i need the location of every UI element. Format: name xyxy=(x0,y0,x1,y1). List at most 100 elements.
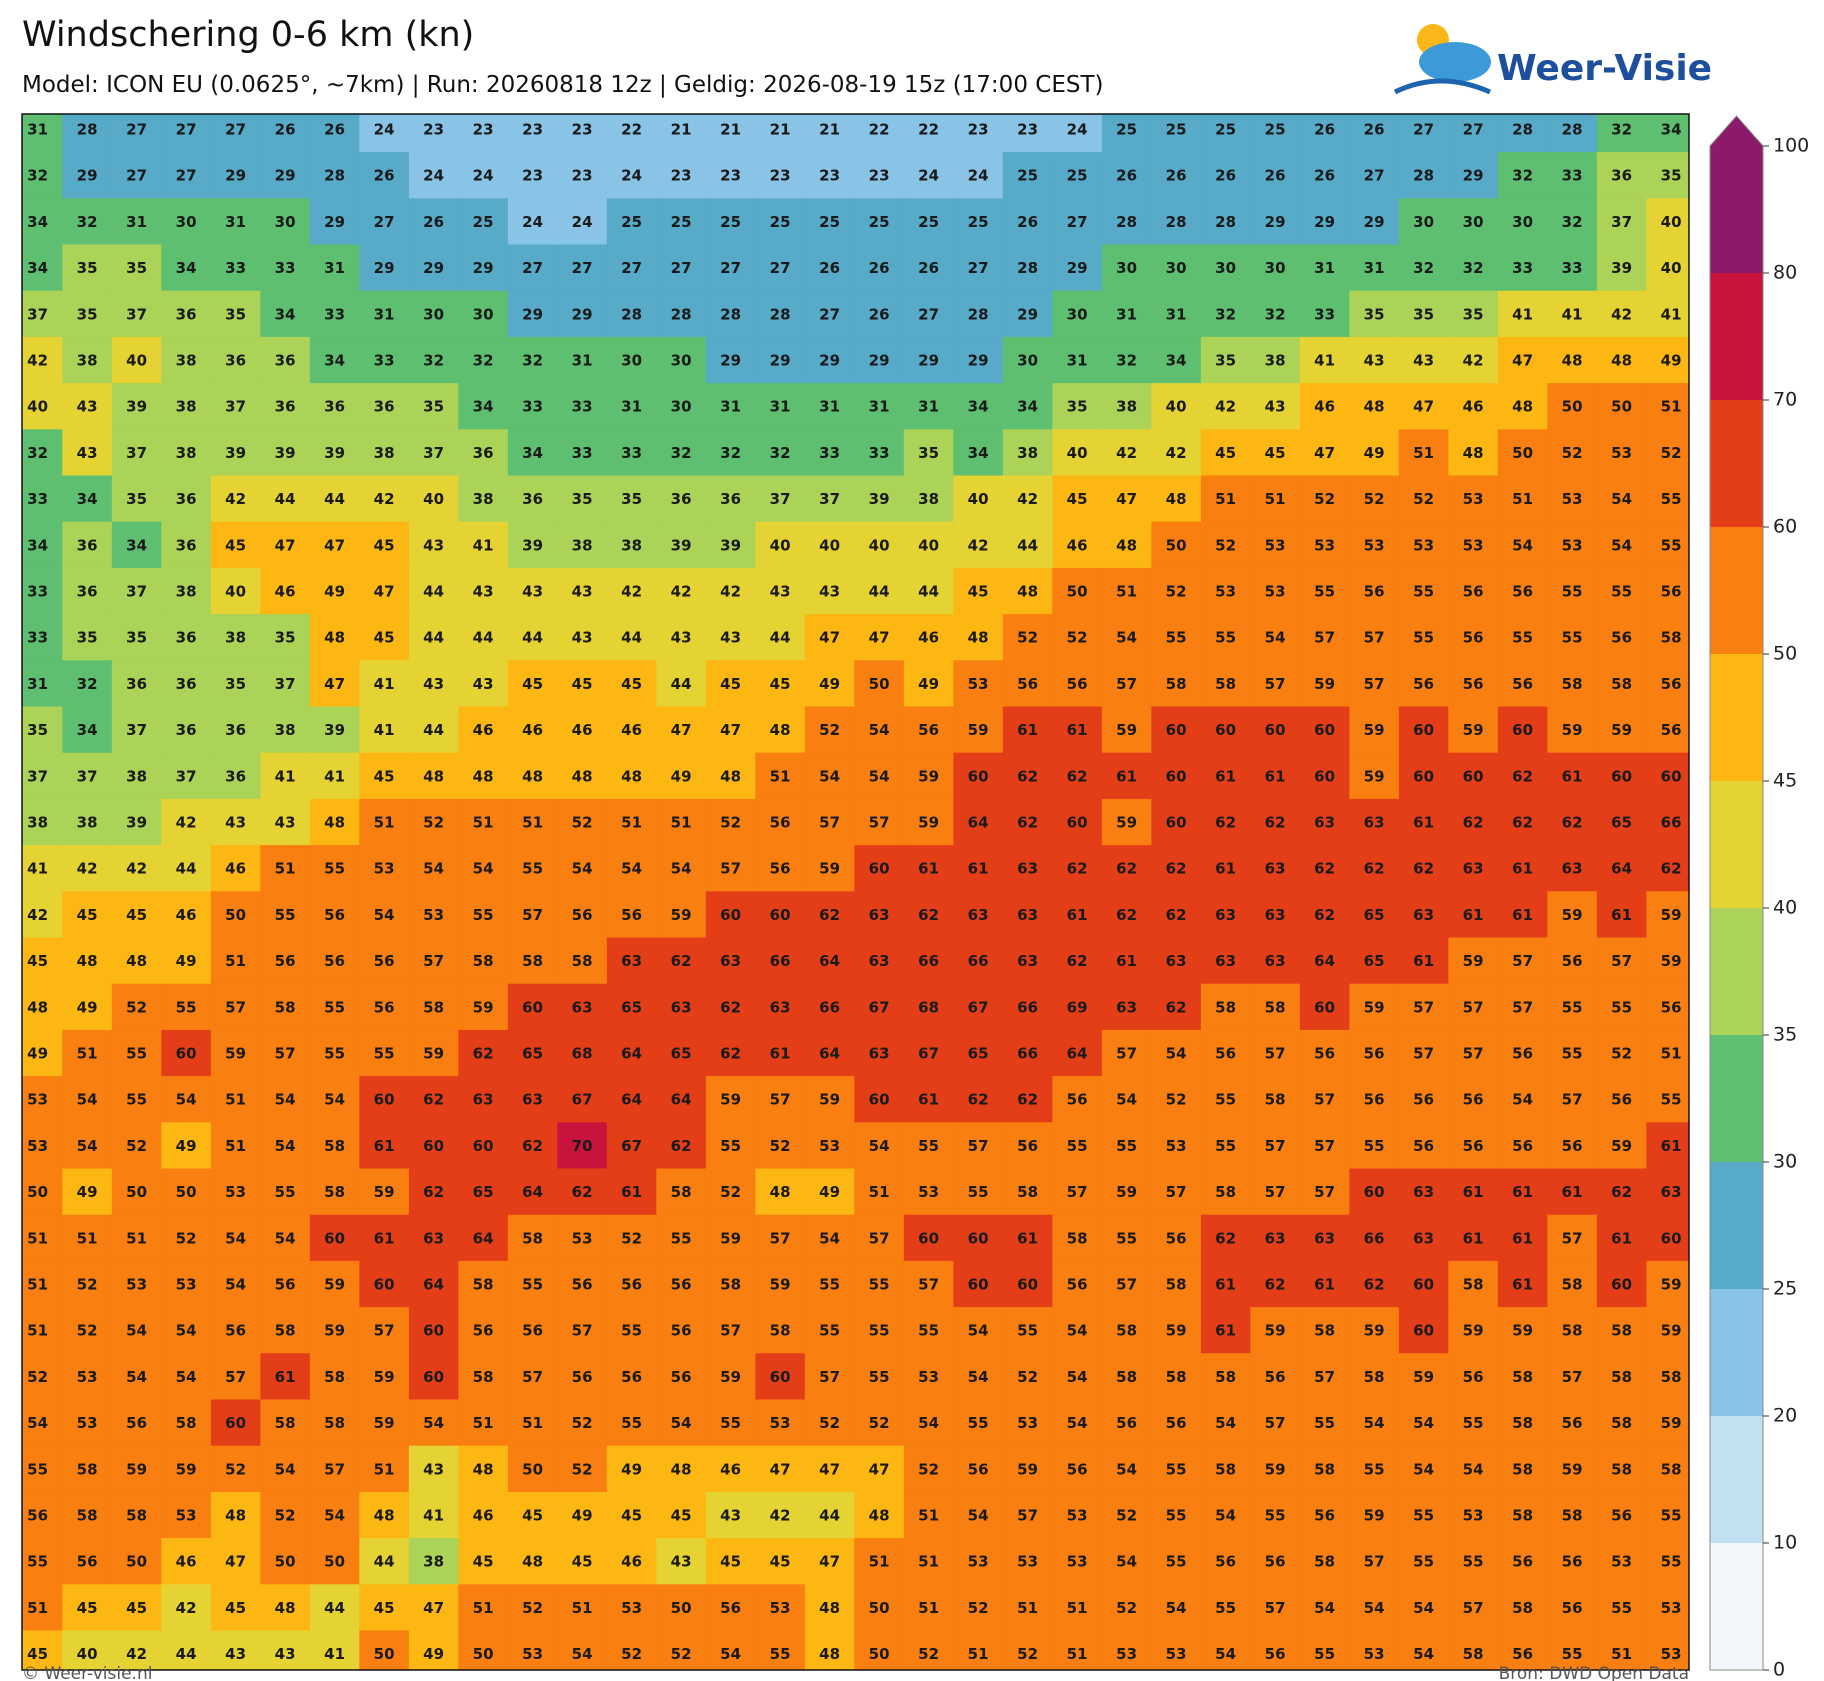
cell-value: 52 xyxy=(1017,1645,1038,1663)
cell-value: 49 xyxy=(77,1183,98,1201)
cell xyxy=(1101,1538,1152,1585)
cell-value: 56 xyxy=(1661,583,1682,601)
cell xyxy=(309,114,360,153)
cell xyxy=(903,1584,954,1631)
cell xyxy=(1646,152,1689,199)
cell xyxy=(1646,567,1689,615)
cell-value: 59 xyxy=(1463,952,1484,970)
cell-value: 62 xyxy=(1364,860,1385,878)
cell-value: 43 xyxy=(225,1645,246,1663)
cell-value: 54 xyxy=(324,1091,345,1109)
cell-value: 64 xyxy=(522,1183,543,1201)
cell xyxy=(1002,152,1053,199)
cell xyxy=(755,1353,806,1400)
cell xyxy=(903,383,954,430)
cell xyxy=(1448,475,1499,523)
cell-value: 55 xyxy=(1265,1507,1286,1525)
cell-value: 22 xyxy=(918,121,939,139)
cell-value: 56 xyxy=(27,1507,48,1525)
cell-value: 58 xyxy=(1215,1460,1236,1478)
cell-value: 52 xyxy=(423,814,444,832)
cell-value: 61 xyxy=(1512,1183,1533,1201)
cell-value: 56 xyxy=(1463,1137,1484,1155)
colorbar-segment xyxy=(1710,527,1763,654)
cell-value: 35 xyxy=(1661,167,1682,185)
cell xyxy=(22,845,63,892)
cell-value: 33 xyxy=(1314,305,1335,323)
cell xyxy=(1596,845,1647,892)
cell xyxy=(210,521,261,569)
cell xyxy=(903,1353,954,1400)
cell xyxy=(1052,290,1103,338)
cell xyxy=(1547,798,1598,846)
cell xyxy=(755,798,806,846)
cell-value: 31 xyxy=(126,213,147,231)
cell-value: 52 xyxy=(1611,1045,1632,1063)
cell-value: 29 xyxy=(770,352,791,370)
cell xyxy=(62,1491,113,1539)
cell-value: 60 xyxy=(374,1091,395,1109)
cell-value: 56 xyxy=(1512,1045,1533,1063)
cell-value: 53 xyxy=(1364,536,1385,554)
cell xyxy=(161,891,212,938)
cell xyxy=(557,1630,608,1670)
cell xyxy=(309,521,360,569)
cell-value: 53 xyxy=(1314,536,1335,554)
cell-value: 58 xyxy=(1314,1553,1335,1571)
cell xyxy=(1052,1538,1103,1585)
cell-value: 45 xyxy=(126,1599,147,1617)
cell xyxy=(854,152,905,199)
cell xyxy=(1448,660,1499,707)
cell xyxy=(1497,244,1548,292)
cell xyxy=(903,1399,954,1447)
cell xyxy=(22,983,63,1031)
cell xyxy=(755,244,806,292)
cell-value: 34 xyxy=(522,444,543,462)
cell xyxy=(1596,1353,1647,1400)
cell xyxy=(1299,1029,1350,1077)
cell xyxy=(1497,983,1548,1031)
cell xyxy=(62,752,113,800)
cell xyxy=(656,1353,707,1400)
cell xyxy=(359,290,410,338)
cell-value: 45 xyxy=(1215,444,1236,462)
cell xyxy=(606,660,657,707)
cell xyxy=(1002,845,1053,892)
cell-value: 59 xyxy=(720,1091,741,1109)
cell-value: 57 xyxy=(1413,1045,1434,1063)
cell-value: 55 xyxy=(1611,583,1632,601)
cell xyxy=(1200,752,1251,800)
cell xyxy=(854,521,905,569)
cell-value: 56 xyxy=(1215,1553,1236,1571)
cell-value: 28 xyxy=(1215,213,1236,231)
cell xyxy=(1349,244,1400,292)
cell xyxy=(458,1584,509,1631)
cell-value: 36 xyxy=(176,721,197,739)
cell xyxy=(1497,1122,1548,1169)
cell-value: 54 xyxy=(1067,1414,1088,1432)
cell xyxy=(1398,614,1449,661)
cell-value: 40 xyxy=(1067,444,1088,462)
cell-value: 48 xyxy=(572,767,593,785)
cell xyxy=(1151,1584,1202,1631)
cell xyxy=(1497,1307,1548,1354)
cell-value: 70 xyxy=(572,1137,593,1155)
cell xyxy=(309,1445,360,1493)
cell xyxy=(1349,1122,1400,1169)
cell xyxy=(656,1584,707,1631)
cell-value: 59 xyxy=(176,1460,197,1478)
cell xyxy=(210,1584,261,1631)
cell-value: 55 xyxy=(671,1229,692,1247)
cell-value: 56 xyxy=(1611,629,1632,647)
cell xyxy=(309,475,360,523)
cell-value: 56 xyxy=(1463,1091,1484,1109)
cell-value: 66 xyxy=(1364,1229,1385,1247)
cell-value: 51 xyxy=(968,1645,989,1663)
cell-value: 59 xyxy=(473,998,494,1016)
cell xyxy=(1250,798,1301,846)
cell-value: 65 xyxy=(968,1045,989,1063)
cell-value: 51 xyxy=(1116,583,1137,601)
cell-value: 65 xyxy=(473,1183,494,1201)
cell-value: 26 xyxy=(1314,121,1335,139)
